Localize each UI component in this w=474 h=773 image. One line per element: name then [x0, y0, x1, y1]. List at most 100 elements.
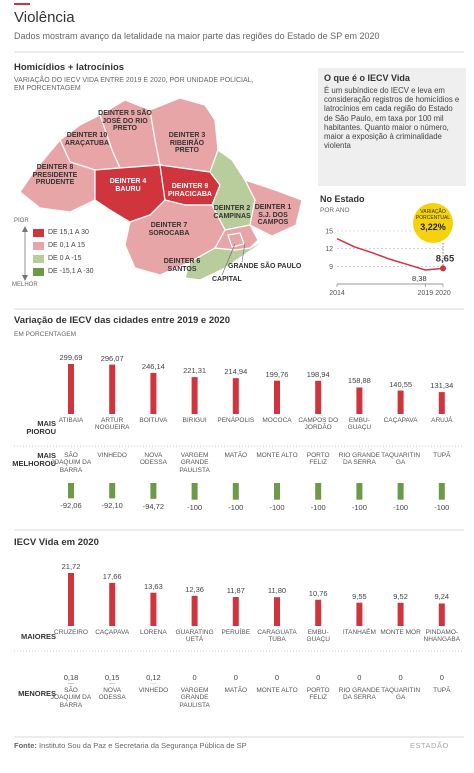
value-label: 17,66 — [102, 571, 122, 581]
bar — [150, 372, 157, 414]
value-label: -100 — [228, 502, 244, 512]
category-label: VINHEDO — [97, 452, 127, 459]
value-label: -94,72 — [142, 501, 165, 511]
info-title: O que é o IECV Vida — [324, 73, 410, 83]
bar — [150, 592, 157, 626]
value-label: 214,94 — [224, 367, 248, 377]
value-label: 21,72 — [61, 562, 81, 571]
y-tick-label: 12 — [325, 246, 333, 253]
category-label: SÃO JOAQUIM DA BARRA — [50, 452, 92, 474]
category-label: RIO GRANDE DA SERRA — [338, 687, 380, 702]
region-label: DEINTER 9 PIRACICABA — [168, 183, 212, 198]
bar — [356, 387, 363, 414]
line-subtitle: POR ANO — [320, 207, 350, 214]
category-label: PORTO FELIZ — [306, 452, 330, 467]
region-label: DEINTER 4 BAURU — [109, 178, 147, 193]
bar — [274, 380, 280, 414]
row-label: MAIS MELHOROU — [12, 451, 56, 469]
line — [336, 237, 444, 271]
category-label: CAÇAPAVA — [383, 417, 418, 424]
chart-subtitle: EM PORCENTAGEM — [14, 331, 76, 338]
arrow-head — [22, 226, 28, 232]
value-label: 8,38 — [412, 274, 427, 283]
legend-swatch — [33, 229, 44, 237]
category-label: ITANHAÉM — [342, 629, 376, 636]
category-label: NOVA ODESSA — [98, 687, 126, 702]
region-label: DEINTER 3 RIBEIRÃO PRETO — [168, 132, 206, 155]
bar — [274, 597, 280, 626]
value-label: 0,15 — [104, 672, 120, 682]
value-label: -100 — [434, 502, 450, 512]
legend-label: DE 0,1 A 15 — [48, 242, 85, 249]
category-label: TUPÃ — [433, 452, 451, 459]
value-label: 0 — [192, 673, 197, 682]
scale-top: PIOR — [14, 218, 29, 224]
bar — [232, 597, 239, 626]
region-label: DEINTER 5 SÃO JOSÉ DO RIO PRETO — [98, 110, 152, 133]
category-label: PINDAMO-NHANGABA — [423, 629, 461, 644]
value-label: -92,10 — [101, 501, 123, 511]
chart-title: Variação de IECV das cidades entre 2019 … — [14, 315, 230, 326]
leader-line — [221, 243, 236, 276]
category-label: RIO GRANDE DA SERRA — [338, 452, 380, 467]
category-label: CAÇAPAVA — [95, 629, 130, 636]
category-label: NOVA ODESSA — [139, 452, 167, 467]
map-subtitle: VARIAÇÃO DO IECV VIDA ENTRE 2019 E 2020,… — [14, 77, 254, 93]
value-label: 221,31 — [183, 366, 207, 376]
bar — [397, 602, 404, 626]
value-label: 0 — [233, 673, 238, 682]
page-title: Violência — [14, 9, 75, 26]
category-label: EMBU-GUAÇU — [306, 629, 330, 644]
region-label: DEINTER 7 SOROCABA — [148, 222, 190, 237]
value-label: 11,80 — [267, 586, 287, 596]
line-title: No Estado — [320, 194, 365, 204]
bar — [109, 582, 116, 626]
value-label: 8,65 — [436, 253, 455, 264]
legend-swatch — [33, 268, 44, 276]
value-label: 0,12 — [146, 672, 161, 682]
value-label: 0 — [357, 673, 362, 682]
value-label: 11,87 — [226, 586, 245, 596]
value-label: 13,63 — [144, 581, 163, 591]
page-subtitle: Dados mostram avanço da letalidade na ma… — [14, 31, 380, 41]
annotation-badge — [413, 203, 453, 243]
x-tick-label: 2014 — [329, 290, 345, 297]
bar — [109, 483, 116, 499]
value-label: -100 — [310, 502, 326, 512]
bar — [232, 378, 239, 414]
category-label: BOITUVA — [139, 417, 168, 424]
x-tick-label: 2020 — [435, 290, 451, 297]
value-label: 10,76 — [308, 588, 328, 598]
value-label: 140,55 — [389, 379, 413, 389]
brand: ESTADÃO — [410, 741, 449, 750]
bar — [438, 603, 445, 626]
category-label: MATÃO — [224, 687, 248, 694]
legend-label: DE 15,1 A 30 — [48, 229, 89, 236]
category-label: EMBU-GUAÇU — [347, 417, 372, 432]
bar — [274, 483, 280, 500]
value-label: 12,36 — [185, 584, 204, 594]
value-label: 0 — [274, 673, 280, 682]
category-label: MONTE ALTO — [256, 687, 298, 694]
point — [440, 265, 446, 272]
row-label: MAIS PIOROU — [26, 419, 56, 437]
value-label: -100 — [187, 502, 203, 512]
value-label: 9,52 — [393, 591, 408, 601]
category-label: GUARATINGUETÁ — [175, 629, 214, 644]
bar — [315, 599, 322, 626]
bar — [315, 483, 322, 500]
value-label: 299,69 — [59, 353, 83, 362]
value-label: 296,07 — [100, 353, 124, 363]
region-label: DEINTER 1 S.J. DOS CAMPOS — [254, 204, 292, 227]
category-label: LORENA — [140, 629, 167, 636]
bar — [397, 483, 404, 500]
region-label: DEINTER 8 PRESIDENTE PRUDENTE — [32, 164, 78, 187]
category-label: CRUZEIRO — [54, 629, 88, 636]
category-label: VARGEM GRANDE PAULISTA — [179, 452, 210, 474]
row-label: MENORES — [18, 689, 56, 698]
y-tick-label: 9 — [329, 264, 333, 271]
value-label: 0 — [439, 673, 444, 682]
bar — [109, 364, 116, 414]
category-label: ARTUR NOGUEIRA — [94, 417, 130, 432]
